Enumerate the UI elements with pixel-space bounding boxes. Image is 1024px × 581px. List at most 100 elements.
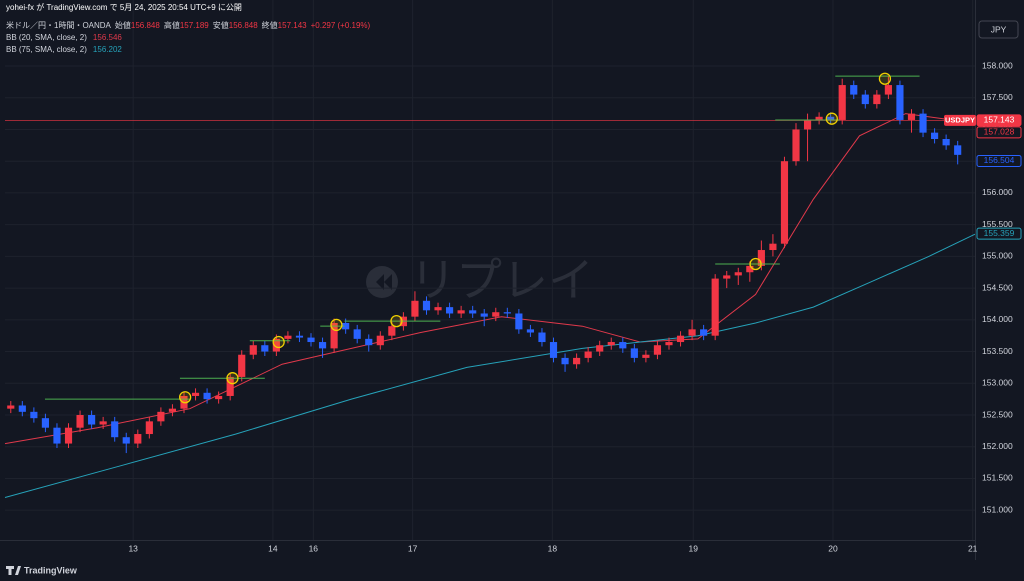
ohlc-label: 高値 (164, 20, 180, 30)
price-label: 156.504 (984, 155, 1015, 165)
candle-body (249, 345, 257, 355)
candle-body (919, 113, 927, 133)
signal-marker (178, 391, 192, 404)
candle-body (815, 116, 823, 120)
logo-icon (6, 566, 21, 575)
y-tick-label: 151.500 (982, 473, 1013, 483)
ohlc-label: 安値 (213, 20, 229, 30)
candle-body (734, 272, 742, 276)
candle-body (215, 395, 223, 400)
x-tick-label: 13 (128, 543, 138, 553)
candle-body (284, 335, 292, 339)
y-tick-label: 157.500 (982, 92, 1013, 102)
price-label-box (976, 126, 1022, 139)
y-tick-label: 156.000 (982, 187, 1013, 197)
candle-body (7, 405, 15, 409)
indicator-legend: BB (75, SMA, close, 2) 156.202 (6, 45, 122, 54)
candle-body (145, 421, 153, 435)
candle-body (353, 329, 361, 339)
y-tick-label: 152.500 (982, 409, 1013, 419)
currency-button-frame[interactable] (978, 20, 1019, 39)
published-line: yohei-fx が TradingView.com で 5月 24, 2025… (6, 2, 242, 12)
candle-body (665, 342, 673, 346)
candle-body (769, 243, 777, 251)
candle-body (515, 313, 523, 330)
y-tick-label: 155.000 (982, 251, 1013, 261)
candle-body (76, 415, 84, 428)
candle-body (896, 85, 904, 120)
candle-body (18, 405, 26, 412)
candle-body (157, 411, 165, 422)
candle-body (584, 351, 592, 358)
candle-body (376, 335, 384, 346)
price-label: 157.028 (984, 127, 1015, 137)
indicator-value: 156.546 (93, 33, 122, 42)
watermark-text: リプレイ (410, 254, 594, 306)
symbol: 米ドル／円・1時間・OANDA (6, 20, 112, 30)
candles (7, 76, 962, 454)
candle-body (272, 338, 280, 352)
grid (5, 0, 975, 540)
candle-body (711, 278, 719, 336)
candle-body (700, 329, 708, 336)
indicator-value: 156.202 (93, 45, 122, 54)
candle-body (480, 313, 488, 317)
ohlc-line: 米ドル／円・1時間・OANDA 始値156.848 高値157.189 安値156.8… (6, 20, 371, 30)
candle-body (561, 357, 569, 365)
currency-button[interactable]: JPY (978, 20, 1019, 39)
indicator-name: BB (20, SMA, close, 2) (6, 33, 87, 42)
candle-body (99, 421, 107, 425)
indicator-line (4, 233, 976, 498)
candle-body (134, 434, 142, 444)
x-tick-label: 19 (689, 543, 699, 553)
candle-body (954, 145, 962, 155)
y-tick-label: 153.000 (982, 378, 1013, 388)
signal-marker (878, 72, 892, 85)
candle-body (549, 342, 558, 358)
candle-body (630, 348, 638, 358)
candle-body (226, 376, 234, 396)
signal-marker (749, 257, 762, 271)
x-tick-label: 18 (548, 543, 558, 553)
indicator-legend: BB (20, SMA, close, 2) 156.546 (6, 33, 122, 42)
x-tick-label: 21 (968, 543, 978, 553)
change: +0.297 (+0.19%) (311, 21, 371, 30)
footer (0, 560, 1024, 581)
candle-body (792, 129, 800, 162)
candle-body (122, 437, 130, 444)
candle-body (503, 312, 511, 314)
candle-body (607, 342, 615, 346)
candle-body (526, 329, 534, 333)
candle-body (653, 345, 662, 355)
x-tick-label: 16 (309, 543, 319, 553)
ohlc-value: 157.189 (180, 21, 209, 30)
y-tick-label: 158.000 (982, 60, 1013, 70)
candle-body (573, 357, 581, 365)
annotations (44, 72, 920, 404)
candle-body (873, 94, 881, 105)
candle-body (422, 300, 431, 311)
candle-body (780, 161, 789, 244)
candle-body (388, 326, 396, 336)
currency-label[interactable]: JPY (991, 24, 1007, 34)
signal-marker (390, 314, 403, 328)
footer-text: TradingView (24, 565, 78, 575)
candle-body (596, 345, 604, 352)
x-tick-label: 14 (268, 543, 278, 553)
indicator-name: BB (75, SMA, close, 2) (6, 45, 87, 54)
candle-body (688, 329, 696, 336)
ohlc-label: 始値 (115, 20, 131, 30)
price-label-box (976, 114, 1022, 127)
candle-body (642, 354, 650, 358)
ohlc-value: 157.143 (278, 21, 307, 30)
candle-body (342, 323, 350, 330)
indicators (4, 113, 976, 498)
signal-marker (272, 335, 285, 349)
indicator-line (4, 113, 976, 445)
y-tick-label: 151.000 (982, 504, 1013, 514)
signal-marker (825, 112, 838, 125)
signal-marker (330, 318, 343, 332)
candle-body (619, 342, 627, 349)
candle-body (907, 113, 916, 120)
